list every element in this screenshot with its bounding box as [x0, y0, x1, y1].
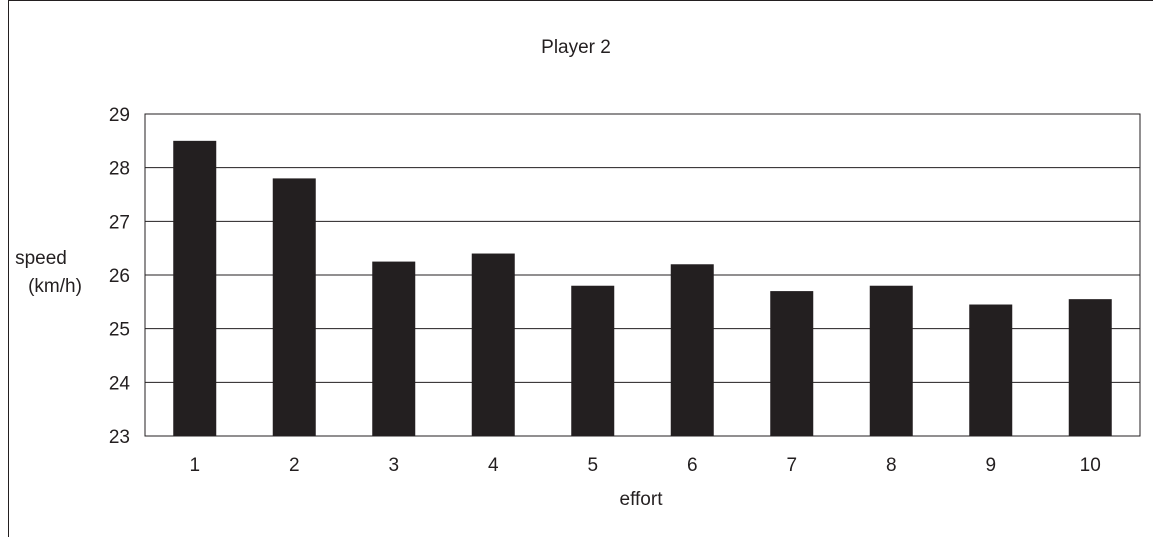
y-tick-label: 29: [109, 105, 130, 126]
y-tick-label: 24: [109, 373, 131, 394]
axes: [144, 113, 1141, 437]
y-tick-label: 23: [109, 427, 130, 448]
x-tick-label: 9: [985, 455, 996, 476]
bar-effort-9: [969, 304, 1013, 436]
chart-title: Player 2: [541, 37, 611, 58]
y-tick-label: 28: [109, 159, 130, 180]
y-tick-label: 27: [109, 212, 130, 233]
bar-effort-6: [670, 264, 714, 436]
bar-effort-2: [272, 178, 316, 436]
bar-effort-5: [571, 285, 615, 436]
y-axis-label-line-1: speed: [15, 248, 67, 269]
x-tick-label: 1: [189, 455, 200, 476]
bar-effort-4: [471, 253, 515, 436]
x-tick-label: 2: [289, 455, 300, 476]
x-tick-labels: 1 2 3 4 5 6 7 8 9 10: [189, 455, 1100, 476]
bar-effort-1: [173, 140, 217, 437]
y-axis-label-line-2: (km/h): [28, 276, 82, 297]
x-axis-label: effort: [620, 489, 664, 510]
x-tick-label: 4: [488, 455, 499, 476]
x-tick-label: 8: [886, 455, 897, 476]
x-tick-label: 5: [587, 455, 598, 476]
x-tick-label: 3: [388, 455, 399, 476]
bars: [173, 140, 1112, 437]
x-tick-label: 10: [1080, 455, 1101, 476]
bar-effort-3: [372, 261, 416, 436]
bar-effort-10: [1068, 299, 1112, 436]
chart-frame: [8, 0, 1153, 537]
plot-area-border: [144, 113, 1141, 437]
x-tick-label: 6: [687, 455, 698, 476]
y-tick-label: 26: [109, 266, 130, 287]
bar-effort-7: [770, 291, 814, 436]
bar-effort-8: [869, 285, 913, 436]
y-tick-label: 25: [109, 320, 130, 341]
x-tick-label: 7: [786, 455, 797, 476]
y-tick-labels: 23 24 25 26 27 28 29: [109, 105, 131, 448]
